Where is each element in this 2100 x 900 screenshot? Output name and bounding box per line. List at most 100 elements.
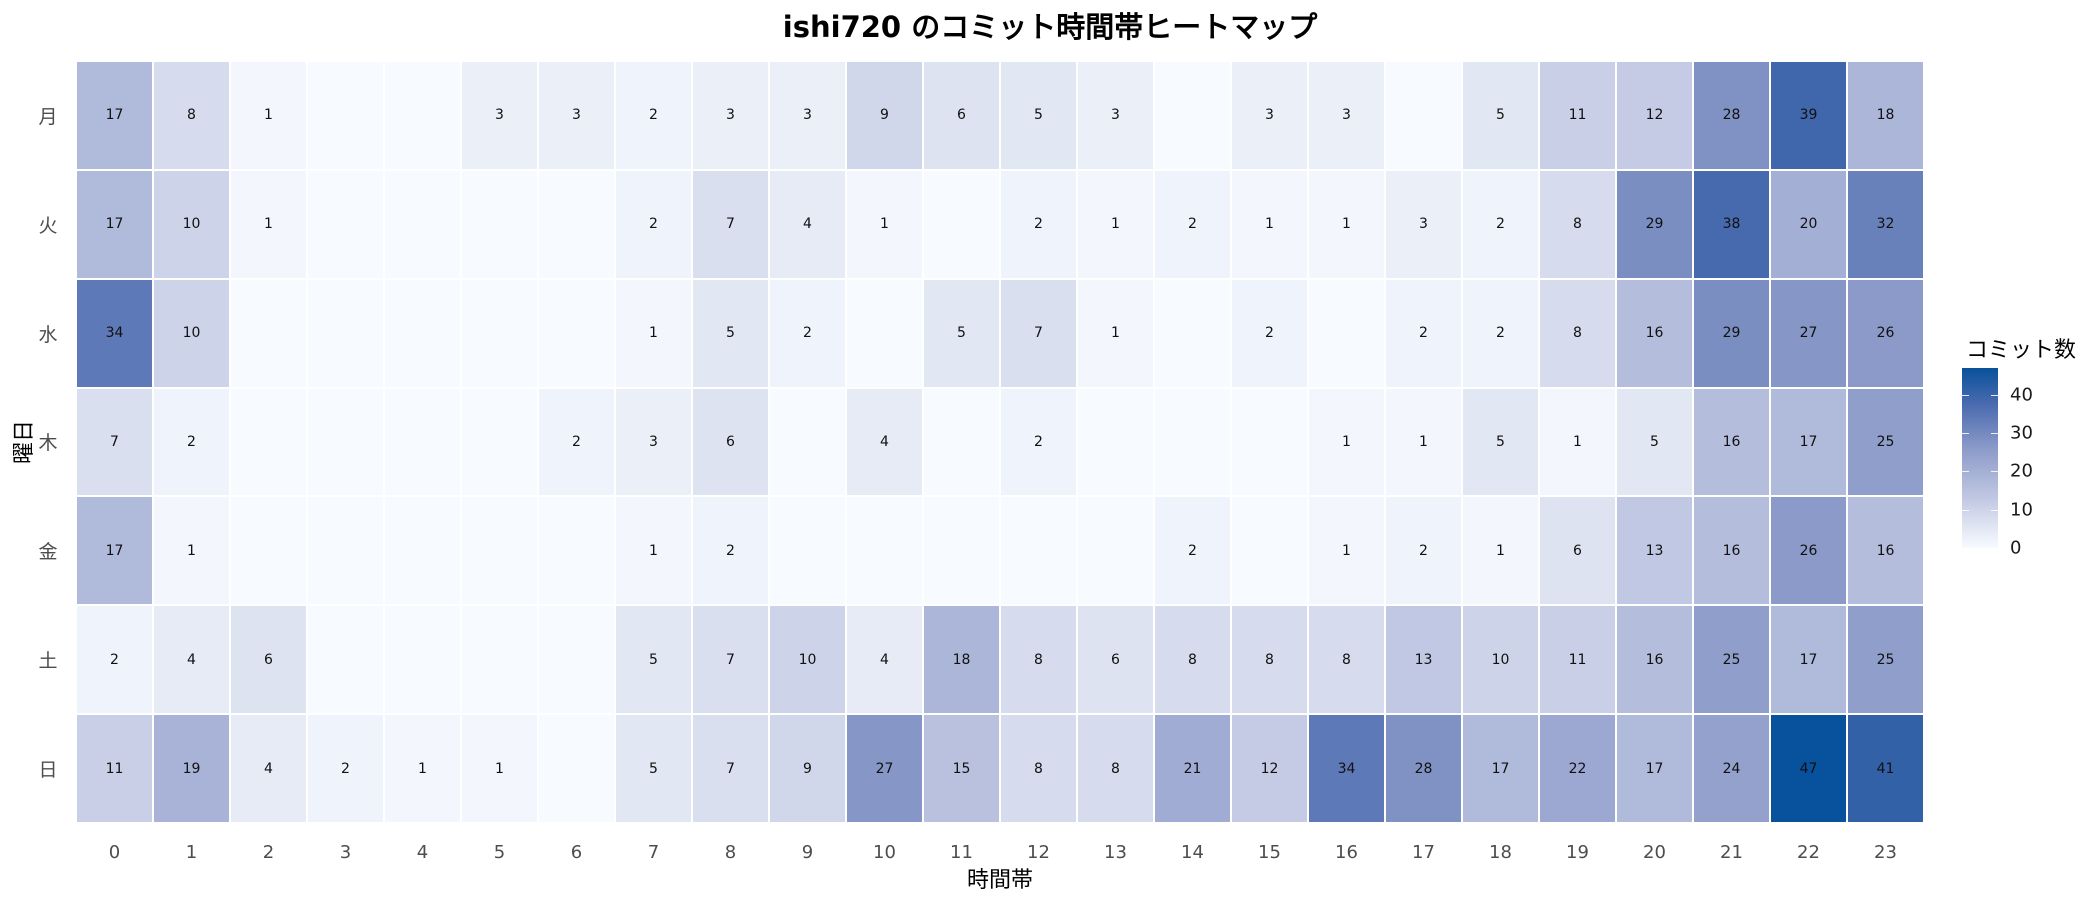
heatmap-cell: 12 (1616, 61, 1693, 170)
heatmap-cell (1077, 496, 1154, 606)
heatmap-cell (1385, 61, 1462, 170)
legend-tick-label: 20 (2010, 460, 2033, 482)
heatmap-cell (846, 278, 923, 388)
heatmap-cell: 7 (1000, 278, 1077, 388)
heatmap-cell: 3 (769, 61, 846, 170)
heatmap-cell (307, 496, 384, 606)
y-axis-title: 曜日 (12, 419, 37, 465)
x-tick-label: 0 (108, 842, 121, 863)
heatmap-cell (461, 496, 538, 606)
heatmap-cell: 1 (1077, 278, 1154, 388)
heatmap-cell: 3 (615, 387, 692, 497)
x-tick-label: 13 (1104, 842, 1127, 863)
heatmap-cell: 8 (1000, 605, 1077, 715)
x-tick-label: 22 (1797, 842, 1820, 863)
x-tick-label: 3 (339, 842, 352, 863)
heatmap-cell: 2 (1000, 387, 1077, 497)
heatmap-cell: 4 (230, 714, 307, 823)
heatmap-cell: 8 (1154, 605, 1231, 715)
heatmap-cell: 5 (692, 278, 769, 388)
heatmap-cell (538, 496, 615, 606)
heatmap-cell: 17 (76, 496, 153, 606)
heatmap-cell (230, 278, 307, 388)
heatmap-cell: 1 (230, 169, 307, 279)
heatmap-cell: 25 (1693, 605, 1770, 715)
heatmap-cell: 13 (1385, 605, 1462, 715)
heatmap-cell: 2 (1231, 278, 1308, 388)
heatmap-cell (923, 496, 1000, 606)
heatmap-cell: 3 (538, 61, 615, 170)
heatmap-cell: 20 (1770, 169, 1847, 279)
y-tick-label: 土 (38, 650, 58, 673)
heatmap-cell: 25 (1847, 605, 1924, 715)
heatmap-cell: 29 (1693, 278, 1770, 388)
heatmap-cell: 34 (76, 278, 153, 388)
heatmap-cell: 5 (1462, 387, 1539, 497)
heatmap-cell (384, 387, 461, 497)
heatmap-cell: 2 (1385, 496, 1462, 606)
y-tick-label: 金 (38, 541, 58, 564)
heatmap-cell (769, 387, 846, 497)
heatmap-cell: 2 (615, 61, 692, 170)
heatmap-cell: 1 (1539, 387, 1616, 497)
heatmap-cell: 34 (1308, 714, 1385, 823)
x-tick-label: 10 (873, 842, 896, 863)
heatmap-cell: 1 (846, 169, 923, 279)
heatmap-cell: 5 (1000, 61, 1077, 170)
heatmap-cell: 8 (1308, 605, 1385, 715)
heatmap-cell: 18 (923, 605, 1000, 715)
heatmap-cell: 28 (1693, 61, 1770, 170)
legend-tick-label: 30 (2010, 422, 2033, 444)
heatmap-cell: 3 (1077, 61, 1154, 170)
heatmap-cell (461, 278, 538, 388)
heatmap-cell: 5 (923, 278, 1000, 388)
heatmap-cell: 3 (1231, 61, 1308, 170)
heatmap-cell: 26 (1847, 278, 1924, 388)
heatmap-cell: 17 (1616, 714, 1693, 823)
heatmap-cell (384, 61, 461, 170)
x-tick-label: 17 (1412, 842, 1435, 863)
heatmap-cell: 8 (1231, 605, 1308, 715)
heatmap-cell: 27 (846, 714, 923, 823)
heatmap-cell: 39 (1770, 61, 1847, 170)
heatmap-cell: 6 (692, 387, 769, 497)
x-axis-title: 時間帯 (966, 868, 1033, 893)
heatmap-cell: 1 (615, 496, 692, 606)
x-tick-label: 8 (724, 842, 737, 863)
heatmap-cell: 1 (461, 714, 538, 823)
heatmap-cell: 2 (307, 714, 384, 823)
y-tick-label: 水 (38, 323, 58, 346)
heatmap-cell (384, 169, 461, 279)
heatmap-cell (230, 387, 307, 497)
heatmap-cell: 8 (1539, 169, 1616, 279)
x-tick-label: 18 (1489, 842, 1512, 863)
heatmap-cell (307, 387, 384, 497)
heatmap-cell: 1 (1462, 496, 1539, 606)
y-axis-tick-labels: 月火水木金土日 (30, 61, 66, 823)
legend-title: コミット数 (1966, 338, 2077, 363)
heatmap-cell: 25 (1847, 387, 1924, 497)
heatmap-cell: 2 (538, 387, 615, 497)
x-tick-label: 19 (1566, 842, 1589, 863)
heatmap-cell: 5 (1462, 61, 1539, 170)
x-tick-label: 9 (801, 842, 814, 863)
heatmap-cell (307, 605, 384, 715)
legend-colorbar (1962, 368, 1998, 548)
heatmap-cell: 8 (1077, 714, 1154, 823)
heatmap-cell (1231, 387, 1308, 497)
heatmap-cell: 7 (76, 387, 153, 497)
x-tick-label: 20 (1643, 842, 1666, 863)
heatmap-cell: 1 (1308, 496, 1385, 606)
heatmap-cell: 10 (1462, 605, 1539, 715)
chart-title: ishi720 のコミット時間帯ヒートマップ (782, 10, 1318, 44)
heatmap-cell: 13 (1616, 496, 1693, 606)
heatmap-cell: 11 (76, 714, 153, 823)
heatmap-cell: 2 (1154, 169, 1231, 279)
heatmap-cell: 10 (153, 169, 230, 279)
heatmap-cell: 4 (769, 169, 846, 279)
heatmap-cell (461, 605, 538, 715)
x-tick-label: 23 (1874, 842, 1897, 863)
heatmap-cell: 2 (1154, 496, 1231, 606)
heatmap-cell: 8 (153, 61, 230, 170)
heatmap-cell (538, 605, 615, 715)
